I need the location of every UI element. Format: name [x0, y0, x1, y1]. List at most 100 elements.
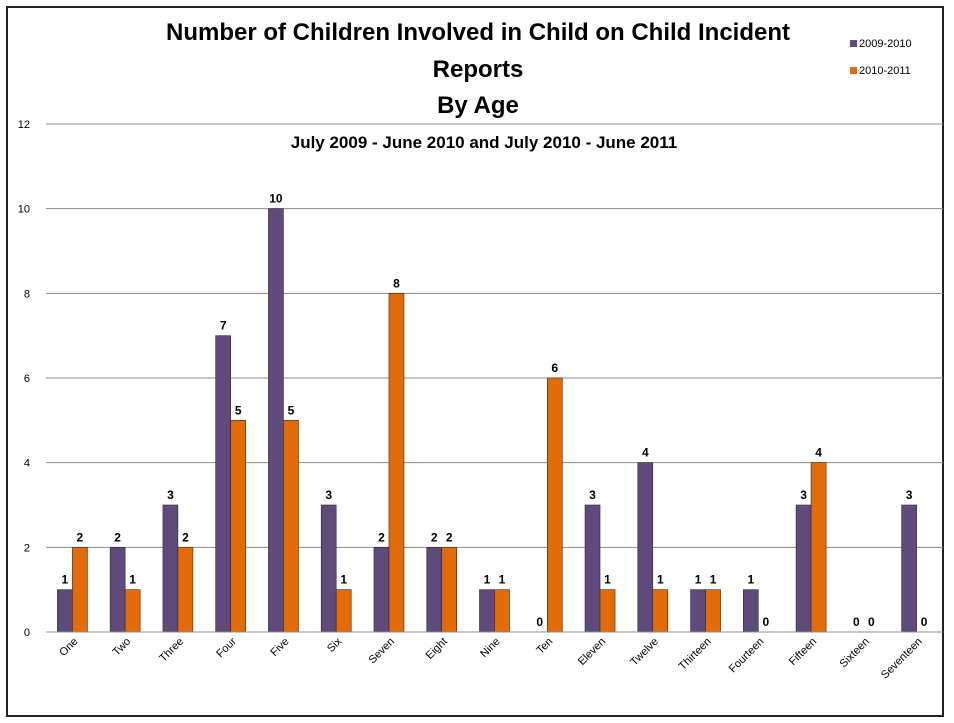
bar-seven-2009-2010 — [373, 547, 390, 633]
bar-fourteen-2009-2010 — [743, 589, 759, 633]
x-tick-label-eleven: Eleven — [576, 636, 608, 668]
data-label-seventeen-2009-2010: 3 — [906, 488, 913, 502]
data-label-fifteen-2010-2011: 4 — [815, 446, 822, 460]
bars — [57, 208, 917, 633]
x-tick-label-seven: Seven — [367, 636, 398, 667]
bar-three-2009-2010 — [162, 504, 179, 633]
data-label-five-2009-2010: 10 — [269, 192, 283, 206]
bar-seventeen-2009-2010 — [901, 504, 917, 633]
bar-twelve-2010-2011 — [652, 589, 669, 633]
y-tick-label-4: 4 — [24, 458, 30, 470]
data-label-sixteen-2009-2010: 0 — [853, 615, 860, 629]
data-label-eight-2009-2010: 2 — [431, 530, 438, 544]
data-label-three-2009-2010: 3 — [167, 488, 174, 502]
legend-label-2010-2011: 2010-2011 — [859, 65, 911, 77]
bar-thirteen-2009-2010 — [690, 589, 706, 633]
bar-thirteen-2010-2011 — [705, 589, 721, 633]
data-label-twelve-2010-2011: 1 — [657, 573, 664, 587]
data-label-five-2010-2011: 5 — [288, 403, 295, 417]
data-label-nine-2010-2011: 1 — [499, 573, 506, 587]
legend-label-2009-2010: 2009-2010 — [859, 38, 912, 50]
y-tick-label-12: 12 — [18, 119, 30, 131]
data-label-fourteen-2009-2010: 1 — [747, 573, 754, 587]
y-tick-label-8: 8 — [24, 288, 30, 300]
data-label-six-2009-2010: 3 — [325, 488, 332, 502]
x-tick-label-ten: Ten — [534, 636, 555, 657]
chart-title-line-1: Number of Children Involved in Child on … — [166, 19, 790, 46]
bar-nine-2009-2010 — [479, 589, 495, 633]
bar-twelve-2009-2010 — [637, 462, 654, 633]
bar-two-2009-2010 — [109, 547, 126, 633]
data-label-three-2010-2011: 2 — [182, 530, 189, 544]
legend-swatch-2009-2010 — [850, 40, 857, 47]
x-tick-label-twelve: Twelve — [628, 636, 661, 669]
y-tick-label-6: 6 — [24, 373, 30, 385]
data-label-ten-2009-2010: 0 — [536, 615, 543, 629]
data-label-four-2010-2011: 5 — [235, 403, 242, 417]
bar-fifteen-2009-2010 — [795, 504, 812, 633]
bar-six-2010-2011 — [335, 589, 352, 633]
legend-swatch-2010-2011 — [850, 67, 857, 74]
bar-one-2010-2011 — [72, 547, 88, 633]
data-label-one-2009-2010: 1 — [62, 573, 69, 587]
bar-ten-2010-2011 — [546, 377, 563, 633]
data-label-thirteen-2009-2010: 1 — [695, 573, 702, 587]
x-tick-label-three: Three — [157, 636, 186, 665]
x-tick-label-fourteen: Fourteen — [727, 636, 767, 676]
data-label-fourteen-2010-2011: 0 — [762, 615, 769, 629]
legend: 2009-2010 2010-2011 — [850, 38, 912, 77]
data-label-two-2009-2010: 2 — [114, 530, 121, 544]
bar-eleven-2010-2011 — [599, 589, 616, 633]
chart-title-line-3: By Age — [437, 92, 519, 119]
y-axis-ticks: 0 2 4 6 8 10 12 — [18, 119, 30, 639]
x-tick-label-sixteen: Sixteen — [838, 636, 872, 670]
data-label-six-2010-2011: 1 — [340, 573, 347, 587]
bar-two-2010-2011 — [124, 589, 141, 633]
data-label-nine-2009-2010: 1 — [484, 573, 491, 587]
bar-eleven-2009-2010 — [584, 504, 601, 633]
data-label-twelve-2009-2010: 4 — [642, 446, 649, 460]
data-label-sixteen-2010-2011: 0 — [868, 615, 875, 629]
data-label-two-2010-2011: 1 — [129, 573, 136, 587]
data-label-one-2010-2011: 2 — [77, 530, 84, 544]
y-tick-label-10: 10 — [18, 204, 30, 216]
bar-six-2009-2010 — [320, 504, 337, 633]
x-tick-label-nine: Nine — [478, 636, 502, 660]
x-tick-label-eight: Eight — [424, 636, 450, 662]
bar-five-2009-2010 — [268, 208, 284, 633]
bar-eight-2010-2011 — [441, 547, 458, 633]
gridlines — [46, 123, 943, 548]
x-tick-label-five: Five — [268, 636, 291, 659]
bar-five-2010-2011 — [283, 420, 299, 633]
bar-eight-2009-2010 — [426, 547, 443, 633]
data-label-seven-2009-2010: 2 — [378, 530, 385, 544]
x-tick-label-fifteen: Fifteen — [787, 636, 819, 668]
bar-one-2009-2010 — [57, 589, 73, 633]
x-axis-ticks: One Two Three Four Five Six Seven Eight Nine Ten E… — [57, 635, 924, 681]
data-label-eight-2010-2011: 2 — [446, 530, 453, 544]
data-label-fifteen-2009-2010: 3 — [800, 488, 807, 502]
data-label-four-2009-2010: 7 — [220, 319, 227, 333]
data-label-seventeen-2010-2011: 0 — [921, 615, 928, 629]
x-tick-label-four: Four — [214, 635, 239, 660]
y-tick-label-0: 0 — [24, 627, 30, 639]
data-label-eleven-2010-2011: 1 — [604, 573, 611, 587]
bar-fifteen-2010-2011 — [810, 462, 827, 633]
bar-nine-2010-2011 — [494, 589, 510, 633]
x-tick-label-seventeen: Seventeen — [879, 636, 925, 682]
chart-title-line-2: Reports — [433, 56, 524, 83]
x-tick-label-one: One — [57, 636, 80, 659]
x-tick-label-six: Six — [325, 635, 345, 655]
bar-four-2010-2011 — [230, 420, 246, 633]
bar-seven-2010-2011 — [388, 293, 405, 633]
x-tick-label-thirteen: Thirteen — [677, 636, 714, 673]
chart-subtitle: July 2009 - June 2010 and July 2010 - Ju… — [291, 133, 678, 152]
data-label-ten-2010-2011: 6 — [551, 361, 558, 375]
bar-four-2009-2010 — [215, 335, 231, 633]
x-tick-label-two: Two — [111, 636, 134, 659]
bar-three-2010-2011 — [177, 547, 194, 633]
y-tick-label-2: 2 — [24, 542, 30, 554]
data-label-seven-2010-2011: 8 — [393, 276, 400, 290]
data-label-eleven-2009-2010: 3 — [589, 488, 596, 502]
